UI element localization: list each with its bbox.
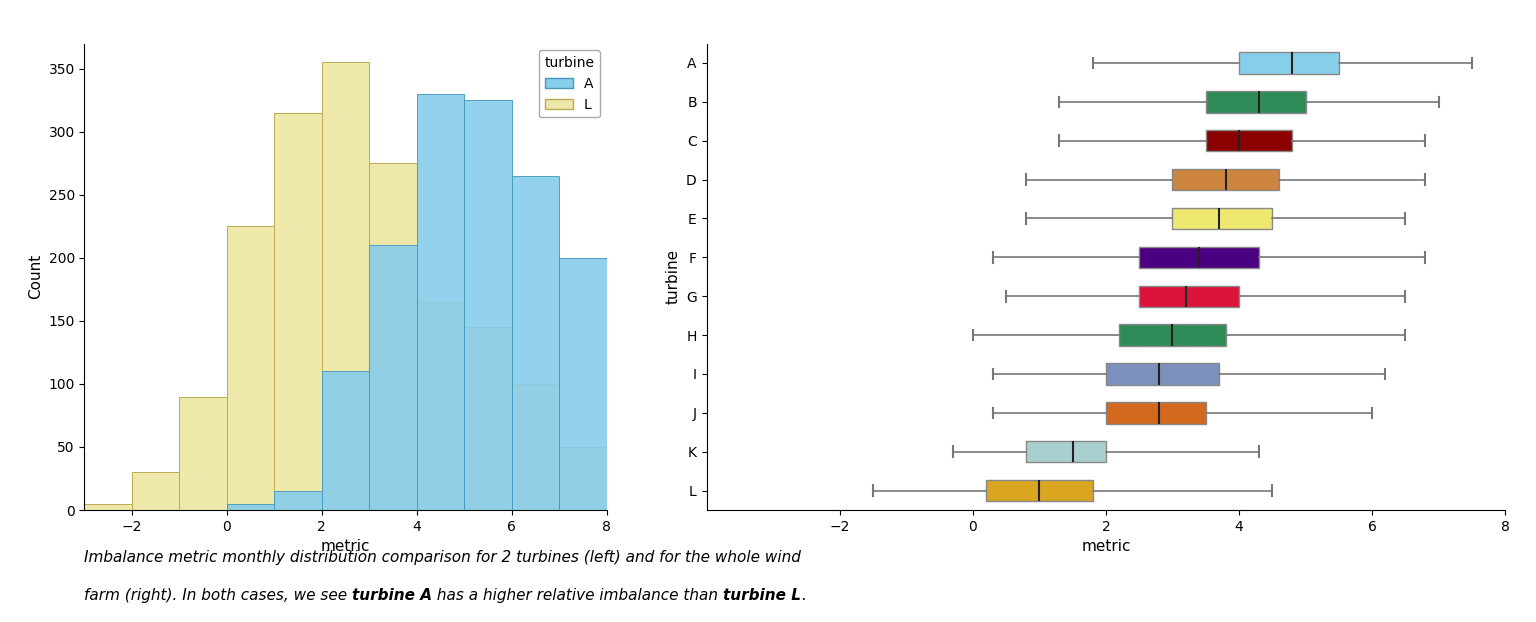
- PathPatch shape: [1120, 325, 1226, 346]
- PathPatch shape: [1106, 402, 1206, 424]
- Text: has a higher relative imbalance than: has a higher relative imbalance than: [433, 588, 723, 603]
- Bar: [275, 113, 323, 510]
- PathPatch shape: [1172, 169, 1279, 190]
- PathPatch shape: [1172, 208, 1272, 229]
- Bar: [227, 504, 275, 510]
- Bar: [464, 327, 511, 510]
- X-axis label: metric: metric: [321, 539, 370, 554]
- Text: turbine A: turbine A: [352, 588, 433, 603]
- Bar: [132, 472, 180, 510]
- Y-axis label: Count: Count: [28, 254, 43, 299]
- Bar: [464, 100, 511, 510]
- X-axis label: metric: metric: [1081, 539, 1130, 554]
- Bar: [511, 384, 559, 510]
- PathPatch shape: [1240, 52, 1339, 73]
- Bar: [227, 226, 275, 510]
- Bar: [323, 371, 369, 510]
- PathPatch shape: [1206, 91, 1306, 113]
- Legend: A, L: A, L: [539, 50, 599, 118]
- Bar: [559, 258, 607, 510]
- PathPatch shape: [1206, 130, 1292, 151]
- Text: .: .: [802, 588, 806, 603]
- Bar: [323, 62, 369, 510]
- PathPatch shape: [1026, 441, 1106, 462]
- Bar: [369, 164, 416, 510]
- PathPatch shape: [1140, 285, 1240, 307]
- Y-axis label: turbine: turbine: [665, 249, 680, 304]
- PathPatch shape: [986, 480, 1092, 501]
- Bar: [369, 245, 416, 510]
- Text: turbine L: turbine L: [723, 588, 802, 603]
- Bar: [416, 94, 464, 510]
- Bar: [275, 491, 323, 510]
- Bar: [180, 397, 227, 510]
- Text: farm (right). In both cases, we see: farm (right). In both cases, we see: [84, 588, 352, 603]
- Bar: [511, 176, 559, 510]
- PathPatch shape: [1106, 363, 1220, 384]
- Bar: [559, 447, 607, 510]
- Bar: [84, 504, 132, 510]
- Bar: [607, 491, 654, 510]
- Text: Imbalance metric monthly distribution comparison for 2 turbines (left) and for t: Imbalance metric monthly distribution co…: [84, 550, 802, 565]
- PathPatch shape: [1140, 247, 1260, 268]
- Bar: [607, 403, 654, 510]
- Bar: [416, 302, 464, 510]
